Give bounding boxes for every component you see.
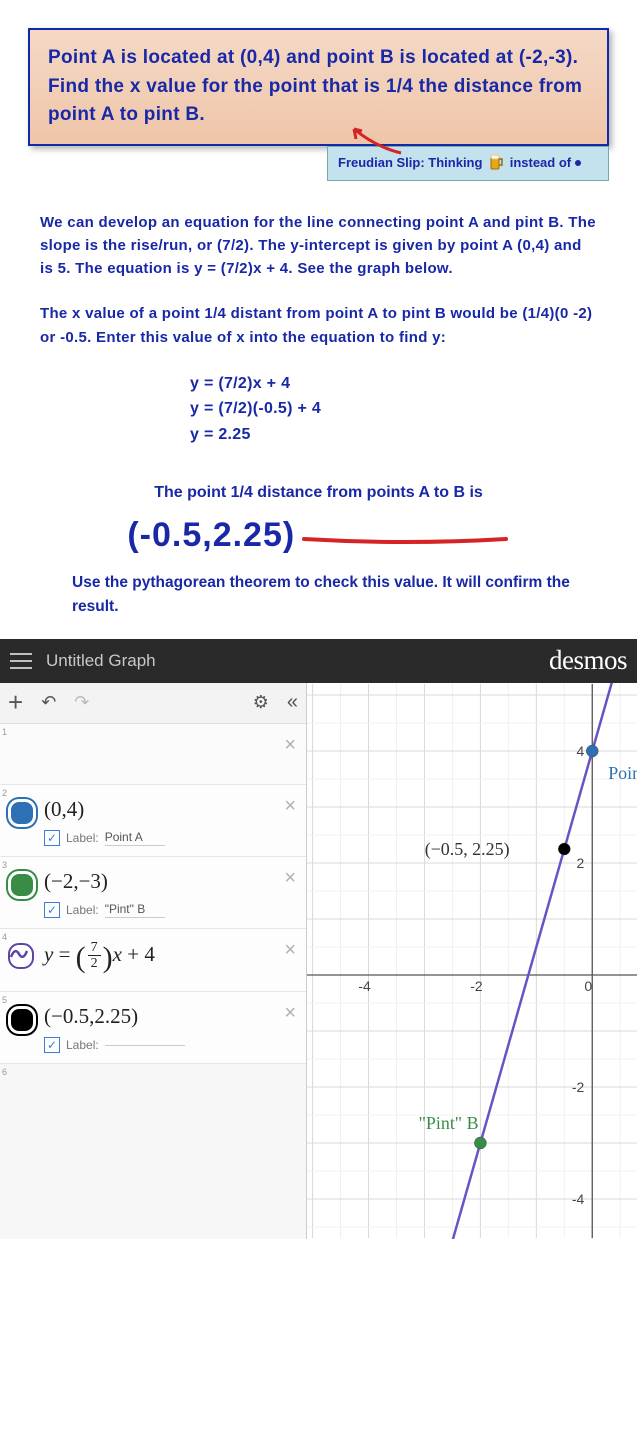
result-intro: The point 1/4 distance from points A to …: [0, 484, 637, 502]
freudian-wrap: Freudian Slip: Thinking instead of: [28, 146, 609, 181]
answer: (-0.5,2.25): [127, 516, 295, 554]
svg-text:-4: -4: [572, 1191, 585, 1207]
point-dot-icon: [575, 160, 581, 166]
point-color-icon[interactable]: [8, 1006, 36, 1034]
svg-text:-2: -2: [470, 978, 483, 994]
problem-statement-box: Point A is located at (0,4) and point B …: [28, 28, 609, 146]
explanation-block: We can develop an equation for the line …: [40, 211, 597, 448]
close-icon[interactable]: ×: [284, 795, 296, 818]
label-text: Label:: [66, 903, 99, 917]
point-color-icon[interactable]: [8, 871, 36, 899]
expression-panel: + ↶ ↷ ⚙ « 1 × 2 × (0,4) ✓ Label: Point A…: [0, 683, 307, 1239]
freudian-prefix: Freudian Slip: Thinking: [338, 154, 482, 169]
desmos-logo: desmos: [549, 645, 627, 676]
row-label-line: ✓ Label:: [44, 1037, 272, 1053]
svg-text:"Pint" B: "Pint" B: [419, 1113, 479, 1133]
gear-icon[interactable]: ⚙: [253, 692, 269, 713]
eq-2: y = (7/2)(-0.5) + 4: [190, 396, 597, 422]
expression-row[interactable]: 2 × (0,4) ✓ Label: Point A: [0, 785, 306, 857]
answer-wrap: (-0.5,2.25): [0, 516, 637, 555]
collapse-panel-icon[interactable]: «: [287, 691, 298, 714]
row-math: (−2,−3): [44, 869, 272, 894]
close-icon[interactable]: ×: [284, 734, 296, 757]
row-num: 1: [2, 727, 7, 737]
add-expression-button[interactable]: +: [8, 687, 23, 718]
eq-3: y = 2.25: [190, 422, 597, 448]
eq-1: y = (7/2)x + 4: [190, 371, 597, 397]
beer-icon: [488, 153, 504, 174]
equation-block: y = (7/2)x + 4 y = (7/2)(-0.5) + 4 y = 2…: [190, 371, 597, 448]
svg-text:0: 0: [584, 978, 592, 994]
row-num: 4: [2, 932, 7, 942]
close-icon[interactable]: ×: [284, 1002, 296, 1025]
para-1: We can develop an equation for the line …: [40, 211, 597, 281]
expression-row[interactable]: 4 × y = (72)x + 4: [0, 929, 306, 992]
label-checkbox[interactable]: ✓: [44, 902, 60, 918]
freudian-arrow-icon: [346, 125, 406, 155]
undo-button[interactable]: ↶: [41, 692, 56, 713]
label-input[interactable]: Point A: [105, 830, 165, 846]
freudian-note: Freudian Slip: Thinking instead of: [327, 146, 609, 181]
panel-toolbar: + ↶ ↷ ⚙ «: [0, 683, 306, 724]
graph-canvas[interactable]: -4 -2 0 -4 -2 2 4 Point A (−0.5, 2.25) "Pint" B: [307, 683, 637, 1239]
row-num: 6: [2, 1067, 7, 1077]
label-text: Label:: [66, 831, 99, 845]
svg-text:(−0.5, 2.25): (−0.5, 2.25): [425, 839, 510, 860]
point-color-icon[interactable]: [8, 799, 36, 827]
label-checkbox[interactable]: ✓: [44, 830, 60, 846]
close-icon[interactable]: ×: [284, 867, 296, 890]
row-math: y = (72)x + 4: [44, 941, 272, 975]
graph-svg: -4 -2 0 -4 -2 2 4 Point A (−0.5, 2.25) "Pint" B: [307, 683, 637, 1239]
svg-text:4: 4: [577, 743, 585, 759]
svg-text:-4: -4: [358, 978, 371, 994]
line-color-icon[interactable]: [8, 943, 34, 969]
expression-row[interactable]: 5 × (−0.5,2.25) ✓ Label:: [0, 992, 306, 1064]
label-input[interactable]: "Pint" B: [105, 902, 165, 918]
row-label-line: ✓ Label: Point A: [44, 830, 272, 846]
label-input[interactable]: [105, 1044, 185, 1046]
row-math: (0,4): [44, 797, 272, 822]
row-num: 5: [2, 995, 7, 1005]
expression-row-empty[interactable]: 1 ×: [0, 724, 306, 785]
freudian-suffix: instead of: [510, 154, 571, 169]
svg-text:2: 2: [577, 855, 585, 871]
desmos-title: Untitled Graph: [46, 651, 156, 671]
redo-button[interactable]: ↷: [74, 692, 89, 713]
para-2: The x value of a point 1/4 distant from …: [40, 302, 597, 349]
svg-text:Point A: Point A: [608, 763, 637, 783]
hamburger-icon[interactable]: [10, 653, 32, 669]
svg-text:-2: -2: [572, 1079, 585, 1095]
row-label-line: ✓ Label: "Pint" B: [44, 902, 272, 918]
desmos-titlebar: Untitled Graph desmos: [0, 639, 637, 683]
row-num: 2: [2, 788, 7, 798]
expression-row[interactable]: 3 × (−2,−3) ✓ Label: "Pint" B: [0, 857, 306, 929]
wave-icon: [10, 945, 28, 963]
check-text: Use the pythagorean theorem to check thi…: [72, 571, 577, 619]
row-num: 3: [2, 860, 7, 870]
close-icon[interactable]: ×: [284, 939, 296, 962]
answer-underline-icon: [300, 534, 510, 546]
row-math: (−0.5,2.25): [44, 1004, 272, 1029]
label-text: Label:: [66, 1038, 99, 1052]
desmos-body: + ↶ ↷ ⚙ « 1 × 2 × (0,4) ✓ Label: Point A…: [0, 683, 637, 1239]
label-checkbox[interactable]: ✓: [44, 1037, 60, 1053]
problem-text: Point A is located at (0,4) and point B …: [48, 47, 582, 125]
expression-row-filler[interactable]: 6: [0, 1064, 306, 1239]
